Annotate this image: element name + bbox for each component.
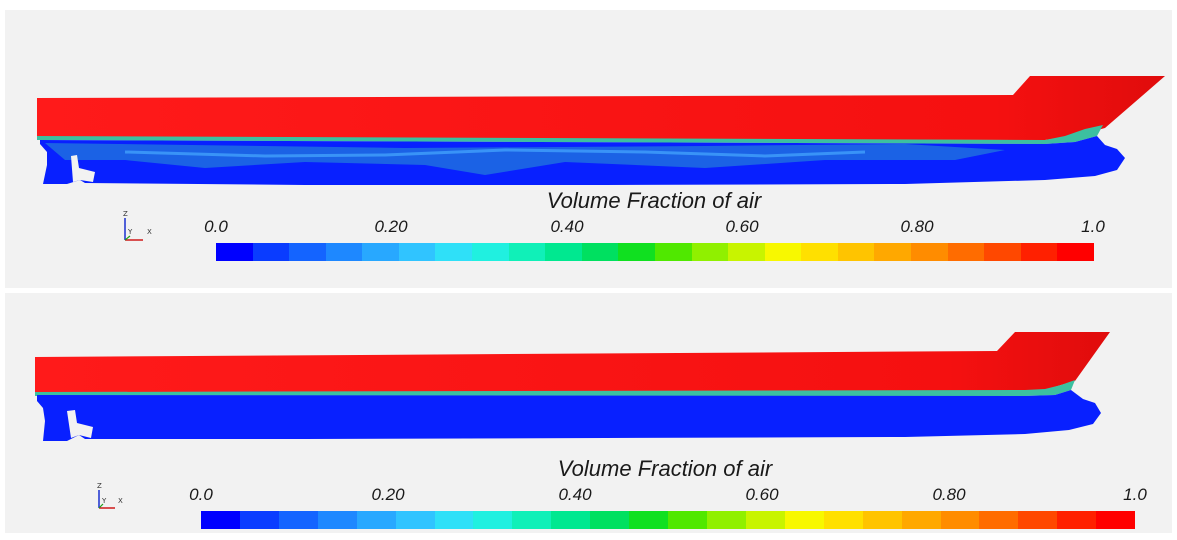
colorbar-segment xyxy=(545,243,582,261)
colorbar-segment xyxy=(1057,243,1094,261)
legend-tick: 0.40 xyxy=(558,485,592,504)
colorbar-segment xyxy=(325,243,363,261)
colorbar xyxy=(201,511,1136,529)
colorbar-segment xyxy=(590,511,630,529)
legend-tick: 0.0 xyxy=(189,485,213,504)
colorbar-segment xyxy=(668,511,707,529)
wake-region-top xyxy=(45,143,1005,175)
colorbar-segment xyxy=(216,243,253,261)
hull-contour-plot-top xyxy=(37,76,1165,185)
rudder-gap-top xyxy=(71,155,95,182)
axis-x-label: X xyxy=(147,228,152,236)
legend-tick: 0.40 xyxy=(550,217,584,236)
free-surface-top xyxy=(37,125,1103,144)
colorbar-segment xyxy=(434,511,474,529)
viewport-bottom: Volume Fraction of air 0.0 0.20 0.40 0.6… xyxy=(5,293,1172,533)
colorbar-segment xyxy=(874,243,911,261)
colorbar-segment xyxy=(252,243,290,261)
legend-tick: 0.80 xyxy=(900,217,934,236)
colorbar-segment xyxy=(910,243,948,261)
colorbar-segment xyxy=(979,511,1019,529)
colorbar-segment xyxy=(362,243,399,261)
legend-tick: 0.60 xyxy=(745,485,779,504)
colorbar-segment xyxy=(201,511,240,529)
colorbar-segment xyxy=(1018,511,1058,529)
colorbar-segment xyxy=(784,511,824,529)
air-region-bottom xyxy=(35,332,1110,393)
colorbar-segment xyxy=(581,243,619,261)
colorbar-segment xyxy=(706,511,746,529)
colorbar-segment xyxy=(508,243,546,261)
colorbar-segment xyxy=(801,243,838,261)
legend-tick: 0.20 xyxy=(371,485,405,504)
rudder-gap-bottom xyxy=(67,410,93,438)
legend-title: Volume Fraction of air xyxy=(557,456,773,481)
axis-y-label: Y xyxy=(101,497,107,505)
colorbar-segment xyxy=(1096,511,1136,529)
air-region-top xyxy=(37,76,1165,140)
colorbar-segment xyxy=(837,243,875,261)
colorbar xyxy=(216,243,1094,261)
colorbar-segment xyxy=(901,511,941,529)
colorbar-segment xyxy=(551,511,591,529)
colorbar-segment xyxy=(473,511,513,529)
colorbar-segment xyxy=(654,243,692,261)
legend-tick: 1.0 xyxy=(1123,485,1147,504)
axis-y-label: Y xyxy=(127,228,133,236)
colorbar-segment xyxy=(317,511,357,529)
colorbar-segment xyxy=(745,511,785,529)
colorbar-segment xyxy=(278,511,318,529)
colorbar-segment xyxy=(984,243,1021,261)
colorbar-segment xyxy=(435,243,473,261)
legend-title: Volume Fraction of air xyxy=(546,188,762,213)
hull-contour-plot-bottom xyxy=(35,332,1110,441)
legend-tick: 0.20 xyxy=(374,217,408,236)
colorbar-segment xyxy=(862,511,902,529)
colorbar-segment xyxy=(728,243,765,261)
free-surface-bottom xyxy=(35,380,1075,396)
colorbar-segment xyxy=(395,511,435,529)
colorbar-segment xyxy=(1057,511,1097,529)
axes-triad-icon: Z Y X xyxy=(97,482,123,509)
axis-x-label: X xyxy=(118,497,123,505)
colorbar-segment xyxy=(691,243,729,261)
colorbar-segment xyxy=(356,511,396,529)
legend-tick: 0.0 xyxy=(204,217,228,236)
colorbar-segment xyxy=(472,243,509,261)
colorbar-segment xyxy=(512,511,552,529)
colorbar-segment xyxy=(947,243,985,261)
legend-tick: 0.80 xyxy=(932,485,966,504)
water-region-bottom xyxy=(37,390,1101,441)
colorbar-segment xyxy=(398,243,436,261)
axis-z-label: Z xyxy=(123,210,128,218)
colorbar-segment xyxy=(239,511,279,529)
colorbar-segment xyxy=(629,511,669,529)
colorbar-segment xyxy=(764,243,802,261)
colorbar-segment xyxy=(289,243,326,261)
colorbar-segment xyxy=(823,511,863,529)
axis-z-label: Z xyxy=(97,482,102,490)
legend-tick: 1.0 xyxy=(1081,217,1105,236)
legend-tick: 0.60 xyxy=(725,217,759,236)
colorbar-segment xyxy=(1020,243,1058,261)
viewport-top: Volume Fraction of air 0.0 0.20 0.40 0.6… xyxy=(5,10,1172,288)
axes-triad-icon: Z Y X xyxy=(123,210,152,241)
colorbar-segment xyxy=(618,243,655,261)
colorbar-segment xyxy=(940,511,980,529)
